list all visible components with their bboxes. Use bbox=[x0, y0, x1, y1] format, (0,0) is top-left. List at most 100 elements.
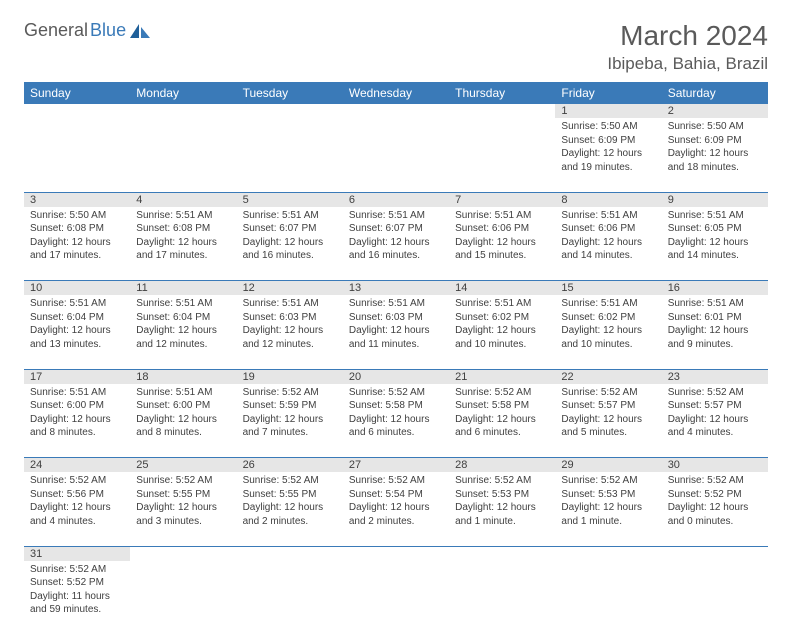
day-details: Sunrise: 5:51 AMSunset: 6:06 PMDaylight:… bbox=[555, 207, 661, 267]
daynum-cell: 11 bbox=[130, 281, 236, 296]
detail-line: Daylight: 12 hours bbox=[243, 236, 337, 250]
day-cell: Sunrise: 5:52 AMSunset: 5:55 PMDaylight:… bbox=[237, 472, 343, 546]
day-cell bbox=[237, 118, 343, 192]
detail-line: Sunset: 5:55 PM bbox=[243, 488, 337, 502]
day-details: Sunrise: 5:51 AMSunset: 6:05 PMDaylight:… bbox=[662, 207, 768, 267]
day-details: Sunrise: 5:52 AMSunset: 5:55 PMDaylight:… bbox=[237, 472, 343, 532]
detail-line: and 1 minute. bbox=[455, 515, 549, 529]
daynum-cell: 30 bbox=[662, 458, 768, 473]
daynum-cell bbox=[449, 546, 555, 561]
detail-line: Daylight: 12 hours bbox=[455, 324, 549, 338]
daynum-cell bbox=[237, 104, 343, 118]
detail-line: Sunrise: 5:51 AM bbox=[668, 297, 762, 311]
detail-line: Daylight: 12 hours bbox=[30, 413, 124, 427]
day-cell: Sunrise: 5:52 AMSunset: 5:58 PMDaylight:… bbox=[343, 384, 449, 458]
detail-line: Daylight: 12 hours bbox=[243, 324, 337, 338]
week-1-daynums: 3456789 bbox=[24, 192, 768, 207]
daynum-cell: 18 bbox=[130, 369, 236, 384]
day-details: Sunrise: 5:50 AMSunset: 6:09 PMDaylight:… bbox=[555, 118, 661, 178]
detail-line: Sunset: 6:08 PM bbox=[30, 222, 124, 236]
detail-line: Sunrise: 5:52 AM bbox=[30, 474, 124, 488]
daynum-cell: 29 bbox=[555, 458, 661, 473]
week-3-details: Sunrise: 5:51 AMSunset: 6:00 PMDaylight:… bbox=[24, 384, 768, 458]
detail-line: Sunset: 5:56 PM bbox=[30, 488, 124, 502]
day-details: Sunrise: 5:51 AMSunset: 6:01 PMDaylight:… bbox=[662, 295, 768, 355]
detail-line: Daylight: 12 hours bbox=[30, 501, 124, 515]
detail-line: Sunset: 6:02 PM bbox=[455, 311, 549, 325]
daynum-cell bbox=[24, 104, 130, 118]
detail-line: Daylight: 12 hours bbox=[136, 413, 230, 427]
daynum-cell: 9 bbox=[662, 192, 768, 207]
detail-line: Daylight: 12 hours bbox=[30, 236, 124, 250]
day-details: Sunrise: 5:51 AMSunset: 6:02 PMDaylight:… bbox=[555, 295, 661, 355]
day-cell: Sunrise: 5:52 AMSunset: 5:52 PMDaylight:… bbox=[24, 561, 130, 635]
detail-line: Sunrise: 5:52 AM bbox=[668, 386, 762, 400]
detail-line: Sunset: 6:08 PM bbox=[136, 222, 230, 236]
detail-line: Sunset: 5:54 PM bbox=[349, 488, 443, 502]
logo: GeneralBlue bbox=[24, 20, 150, 41]
detail-line: Sunrise: 5:51 AM bbox=[349, 297, 443, 311]
day-cell: Sunrise: 5:51 AMSunset: 6:06 PMDaylight:… bbox=[449, 207, 555, 281]
daynum-cell: 3 bbox=[24, 192, 130, 207]
detail-line: Daylight: 12 hours bbox=[668, 324, 762, 338]
day-details: Sunrise: 5:51 AMSunset: 6:04 PMDaylight:… bbox=[24, 295, 130, 355]
week-0-daynums: 12 bbox=[24, 104, 768, 118]
day-details: Sunrise: 5:51 AMSunset: 6:03 PMDaylight:… bbox=[343, 295, 449, 355]
detail-line: Sunrise: 5:52 AM bbox=[243, 386, 337, 400]
detail-line: and 10 minutes. bbox=[561, 338, 655, 352]
detail-line: and 16 minutes. bbox=[243, 249, 337, 263]
sail-icon bbox=[130, 24, 150, 38]
day-cell: Sunrise: 5:52 AMSunset: 5:54 PMDaylight:… bbox=[343, 472, 449, 546]
daynum-cell: 27 bbox=[343, 458, 449, 473]
day-details: Sunrise: 5:51 AMSunset: 6:06 PMDaylight:… bbox=[449, 207, 555, 267]
daynum-cell bbox=[449, 104, 555, 118]
detail-line: and 8 minutes. bbox=[136, 426, 230, 440]
daynum-cell: 6 bbox=[343, 192, 449, 207]
day-cell bbox=[343, 561, 449, 635]
detail-line: Sunset: 5:52 PM bbox=[30, 576, 124, 590]
daynum-cell: 4 bbox=[130, 192, 236, 207]
daynum-cell: 23 bbox=[662, 369, 768, 384]
day-cell: Sunrise: 5:51 AMSunset: 6:05 PMDaylight:… bbox=[662, 207, 768, 281]
day-cell: Sunrise: 5:51 AMSunset: 6:08 PMDaylight:… bbox=[130, 207, 236, 281]
detail-line: Sunset: 5:59 PM bbox=[243, 399, 337, 413]
daynum-cell: 2 bbox=[662, 104, 768, 118]
detail-line: Daylight: 12 hours bbox=[349, 324, 443, 338]
detail-line: and 15 minutes. bbox=[455, 249, 549, 263]
detail-line: Daylight: 12 hours bbox=[30, 324, 124, 338]
day-cell: Sunrise: 5:51 AMSunset: 6:07 PMDaylight:… bbox=[237, 207, 343, 281]
day-details: Sunrise: 5:52 AMSunset: 5:52 PMDaylight:… bbox=[662, 472, 768, 532]
daynum-cell bbox=[130, 104, 236, 118]
detail-line: Daylight: 12 hours bbox=[455, 236, 549, 250]
detail-line: Sunrise: 5:51 AM bbox=[561, 297, 655, 311]
day-cell: Sunrise: 5:50 AMSunset: 6:09 PMDaylight:… bbox=[662, 118, 768, 192]
detail-line: Sunrise: 5:52 AM bbox=[668, 474, 762, 488]
detail-line: Sunrise: 5:50 AM bbox=[561, 120, 655, 134]
day-cell: Sunrise: 5:51 AMSunset: 6:03 PMDaylight:… bbox=[237, 295, 343, 369]
detail-line: Daylight: 12 hours bbox=[561, 236, 655, 250]
day-cell: Sunrise: 5:51 AMSunset: 6:02 PMDaylight:… bbox=[555, 295, 661, 369]
detail-line: and 18 minutes. bbox=[668, 161, 762, 175]
daynum-cell: 22 bbox=[555, 369, 661, 384]
detail-line: Sunset: 6:04 PM bbox=[136, 311, 230, 325]
detail-line: and 2 minutes. bbox=[243, 515, 337, 529]
day-details: Sunrise: 5:52 AMSunset: 5:59 PMDaylight:… bbox=[237, 384, 343, 444]
detail-line: Sunrise: 5:51 AM bbox=[455, 209, 549, 223]
week-1-details: Sunrise: 5:50 AMSunset: 6:08 PMDaylight:… bbox=[24, 207, 768, 281]
daynum-cell: 28 bbox=[449, 458, 555, 473]
day-cell bbox=[24, 118, 130, 192]
detail-line: Daylight: 12 hours bbox=[349, 236, 443, 250]
detail-line: Sunrise: 5:51 AM bbox=[243, 297, 337, 311]
detail-line: Daylight: 12 hours bbox=[455, 413, 549, 427]
detail-line: Daylight: 12 hours bbox=[136, 501, 230, 515]
daynum-cell: 5 bbox=[237, 192, 343, 207]
day-details: Sunrise: 5:52 AMSunset: 5:58 PMDaylight:… bbox=[449, 384, 555, 444]
detail-line: and 13 minutes. bbox=[30, 338, 124, 352]
month-title: March 2024 bbox=[607, 20, 768, 52]
detail-line: and 3 minutes. bbox=[136, 515, 230, 529]
detail-line: Sunrise: 5:51 AM bbox=[136, 297, 230, 311]
day-details: Sunrise: 5:51 AMSunset: 6:00 PMDaylight:… bbox=[24, 384, 130, 444]
dayname-monday: Monday bbox=[130, 82, 236, 104]
day-cell bbox=[662, 561, 768, 635]
dayname-tuesday: Tuesday bbox=[237, 82, 343, 104]
